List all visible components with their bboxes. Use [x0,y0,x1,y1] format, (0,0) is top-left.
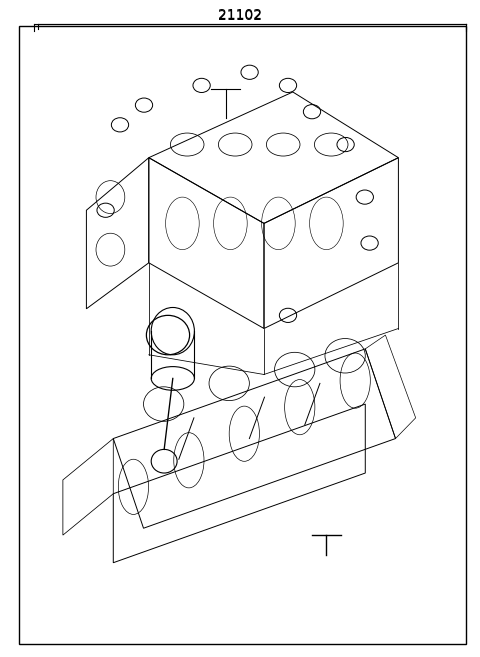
Text: 21102: 21102 [218,8,262,22]
Text: 21102: 21102 [218,9,262,24]
